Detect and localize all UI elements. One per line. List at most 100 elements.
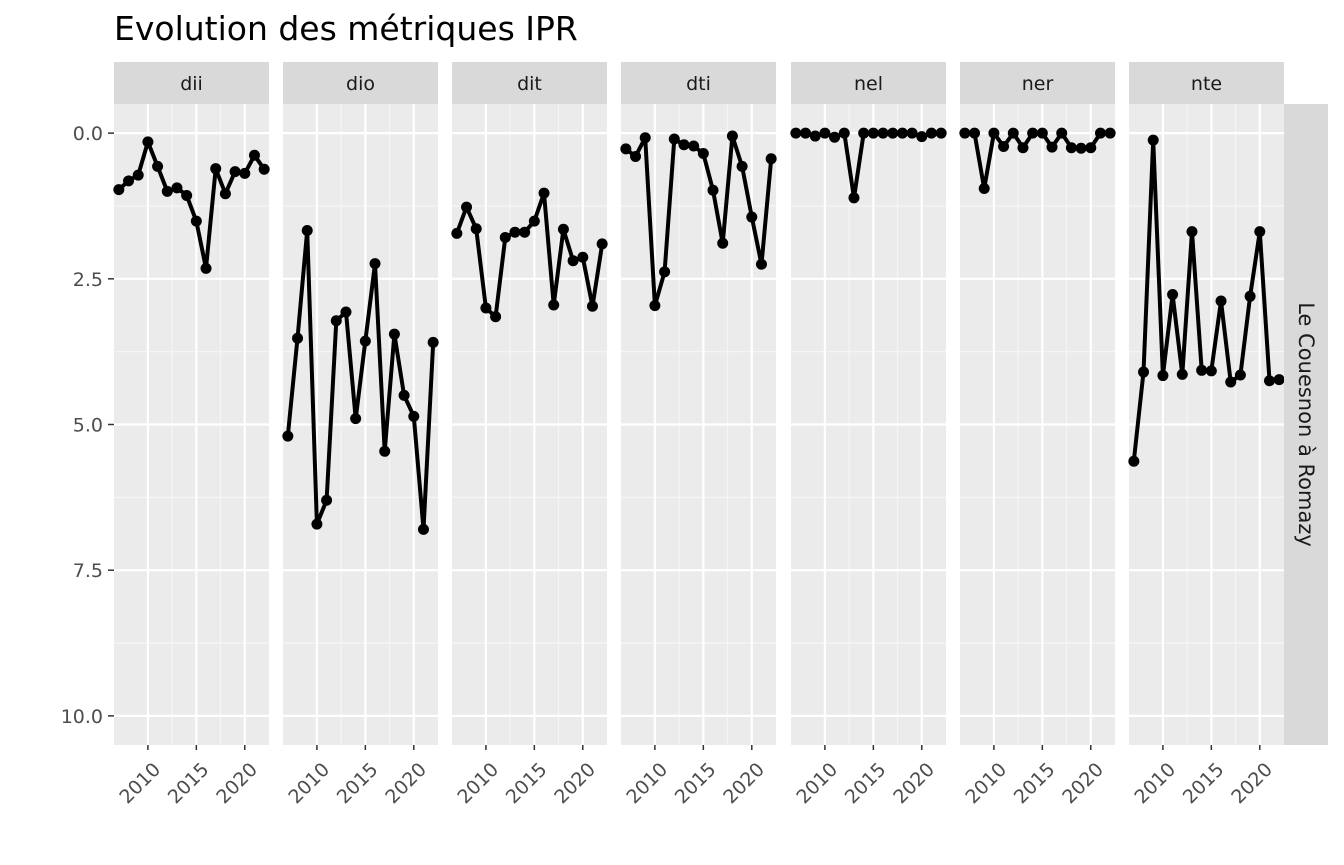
x-tick-label: 2015 xyxy=(164,759,214,809)
data-point xyxy=(838,127,850,139)
facet-strip-label: dii xyxy=(180,73,203,95)
data-point xyxy=(765,153,777,165)
data-point xyxy=(181,189,193,201)
data-point xyxy=(649,300,661,312)
facet-strip-bg xyxy=(960,62,1115,104)
data-point xyxy=(567,255,579,267)
data-point xyxy=(1065,142,1077,154)
data-point xyxy=(557,223,569,235)
x-tick-label: 2010 xyxy=(453,759,503,809)
data-point xyxy=(736,160,748,172)
data-point xyxy=(292,332,304,344)
x-tick-label: 2020 xyxy=(381,759,431,809)
facet-row-strip-bg xyxy=(1284,104,1328,745)
data-point xyxy=(1244,290,1256,302)
x-tick-label: 2010 xyxy=(622,759,672,809)
facet-strip-label: dit xyxy=(517,73,542,95)
data-point xyxy=(321,494,333,506)
data-point xyxy=(697,148,709,160)
x-tick-label: 2015 xyxy=(671,759,721,809)
data-point xyxy=(359,335,371,347)
x-tick-label: 2010 xyxy=(284,759,334,809)
x-tick-label: 2015 xyxy=(841,759,891,809)
facet-strip-bg xyxy=(1129,62,1284,104)
data-point xyxy=(417,523,429,535)
data-point xyxy=(1263,375,1275,387)
facet-strip-label: dti xyxy=(686,73,711,95)
data-point xyxy=(248,149,260,161)
data-point xyxy=(398,389,410,401)
data-point xyxy=(586,300,598,312)
data-point xyxy=(1138,366,1150,378)
data-point xyxy=(132,169,144,181)
facet-strip-label: ner xyxy=(1022,73,1054,95)
data-point xyxy=(639,132,651,144)
data-point xyxy=(1167,289,1179,301)
y-tick-label: 0.0 xyxy=(73,123,103,145)
x-tick-label: 2020 xyxy=(1058,759,1108,809)
data-point xyxy=(790,127,802,139)
data-point xyxy=(311,518,323,530)
data-point xyxy=(519,226,531,238)
data-point xyxy=(1225,376,1237,388)
data-point xyxy=(171,182,183,194)
data-point xyxy=(1036,127,1048,139)
data-point xyxy=(998,141,1010,153)
data-point xyxy=(239,167,251,179)
x-tick-label: 2020 xyxy=(212,759,262,809)
data-point xyxy=(688,140,700,152)
data-point xyxy=(219,188,231,200)
x-tick-label: 2015 xyxy=(333,759,383,809)
data-point xyxy=(1056,127,1068,139)
data-point xyxy=(620,143,632,155)
data-point xyxy=(229,166,241,178)
data-point xyxy=(726,130,738,142)
series-line-dti xyxy=(624,134,774,308)
data-point xyxy=(123,175,135,187)
y-tick-label: 10.0 xyxy=(61,706,103,728)
data-point xyxy=(142,136,154,148)
data-point xyxy=(896,127,908,139)
data-point xyxy=(659,266,671,278)
data-point xyxy=(1027,127,1039,139)
x-tick-label: 2015 xyxy=(1010,759,1060,809)
data-point xyxy=(877,127,889,139)
data-point xyxy=(925,127,937,139)
y-axis: 0.0 2.5 5.0 7.5 10.0 xyxy=(61,123,114,728)
facet-strip-bg xyxy=(114,62,269,104)
data-point xyxy=(935,127,947,139)
data-point xyxy=(190,215,202,227)
data-point xyxy=(978,182,990,194)
x-tick-label: 2020 xyxy=(1227,759,1277,809)
data-point xyxy=(369,258,381,270)
x-tick-label: 2020 xyxy=(719,759,769,809)
data-point xyxy=(340,306,352,318)
data-point xyxy=(809,130,821,142)
data-point xyxy=(1017,142,1029,154)
facet-strip-bg xyxy=(283,62,438,104)
data-point xyxy=(829,131,841,143)
facet-strip-bg xyxy=(621,62,776,104)
facet-strip-label: nel xyxy=(854,73,883,95)
data-point xyxy=(210,163,222,175)
data-point xyxy=(152,160,164,172)
data-point xyxy=(461,201,473,213)
data-point xyxy=(282,430,294,442)
data-point xyxy=(668,133,680,145)
y-tick-label: 5.0 xyxy=(73,415,103,437)
data-point xyxy=(1007,127,1019,139)
data-point xyxy=(1254,226,1266,238)
data-point xyxy=(1094,127,1106,139)
data-point xyxy=(848,192,860,204)
facet-panels: dii201020152020dio201020152020dit2010201… xyxy=(113,62,1285,809)
data-point xyxy=(408,410,420,422)
data-point xyxy=(379,445,391,457)
chart-title: Evolution des métriques IPR xyxy=(114,9,578,48)
data-point xyxy=(1128,455,1140,467)
data-point xyxy=(867,127,879,139)
data-point xyxy=(528,215,540,227)
